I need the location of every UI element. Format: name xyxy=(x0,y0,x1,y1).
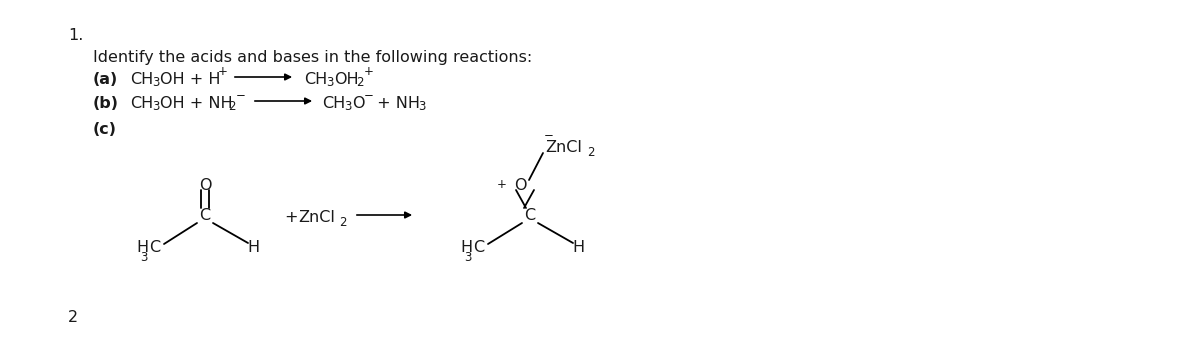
Text: C: C xyxy=(473,241,484,255)
Text: C: C xyxy=(524,208,535,222)
Text: (a): (a) xyxy=(94,72,119,87)
Text: −: − xyxy=(544,129,554,142)
Text: ZnCl: ZnCl xyxy=(298,211,335,225)
Text: 2: 2 xyxy=(356,76,364,89)
Text: 3: 3 xyxy=(152,100,160,113)
Text: H: H xyxy=(460,241,472,255)
Text: OH + H: OH + H xyxy=(160,72,221,87)
Text: C: C xyxy=(149,241,160,255)
Text: +: + xyxy=(218,65,228,78)
Text: −: − xyxy=(236,89,246,102)
Text: 3: 3 xyxy=(344,100,352,113)
Text: 2: 2 xyxy=(228,100,235,113)
Text: −: − xyxy=(364,89,374,102)
Text: 3: 3 xyxy=(326,76,334,89)
Text: +: + xyxy=(286,211,304,225)
Text: 2: 2 xyxy=(340,215,347,228)
Text: 3: 3 xyxy=(152,76,160,89)
Text: 3: 3 xyxy=(418,100,425,113)
Text: 3: 3 xyxy=(464,251,472,264)
Text: H: H xyxy=(572,241,584,255)
Text: 1.: 1. xyxy=(68,28,83,43)
Text: ZnCl: ZnCl xyxy=(545,140,582,155)
Text: 2: 2 xyxy=(68,310,78,325)
Text: 3: 3 xyxy=(140,251,148,264)
Text: O: O xyxy=(352,96,365,111)
Text: H: H xyxy=(247,241,259,255)
Text: CH: CH xyxy=(130,96,154,111)
Text: + NH: + NH xyxy=(372,96,420,111)
Text: (c): (c) xyxy=(94,122,118,137)
Text: CH: CH xyxy=(304,72,328,87)
Text: Identify the acids and bases in the following reactions:: Identify the acids and bases in the foll… xyxy=(94,50,533,65)
Text: 2: 2 xyxy=(587,146,594,159)
Text: +: + xyxy=(364,65,374,78)
Text: CH: CH xyxy=(130,72,154,87)
Text: CH: CH xyxy=(322,96,346,111)
Text: OH: OH xyxy=(334,72,359,87)
Text: C: C xyxy=(199,208,210,222)
Text: (b): (b) xyxy=(94,96,119,111)
Text: OH + NH: OH + NH xyxy=(160,96,233,111)
Text: H: H xyxy=(136,241,148,255)
Text: +: + xyxy=(497,178,508,191)
Text: O: O xyxy=(514,178,527,193)
Text: O: O xyxy=(199,178,211,193)
